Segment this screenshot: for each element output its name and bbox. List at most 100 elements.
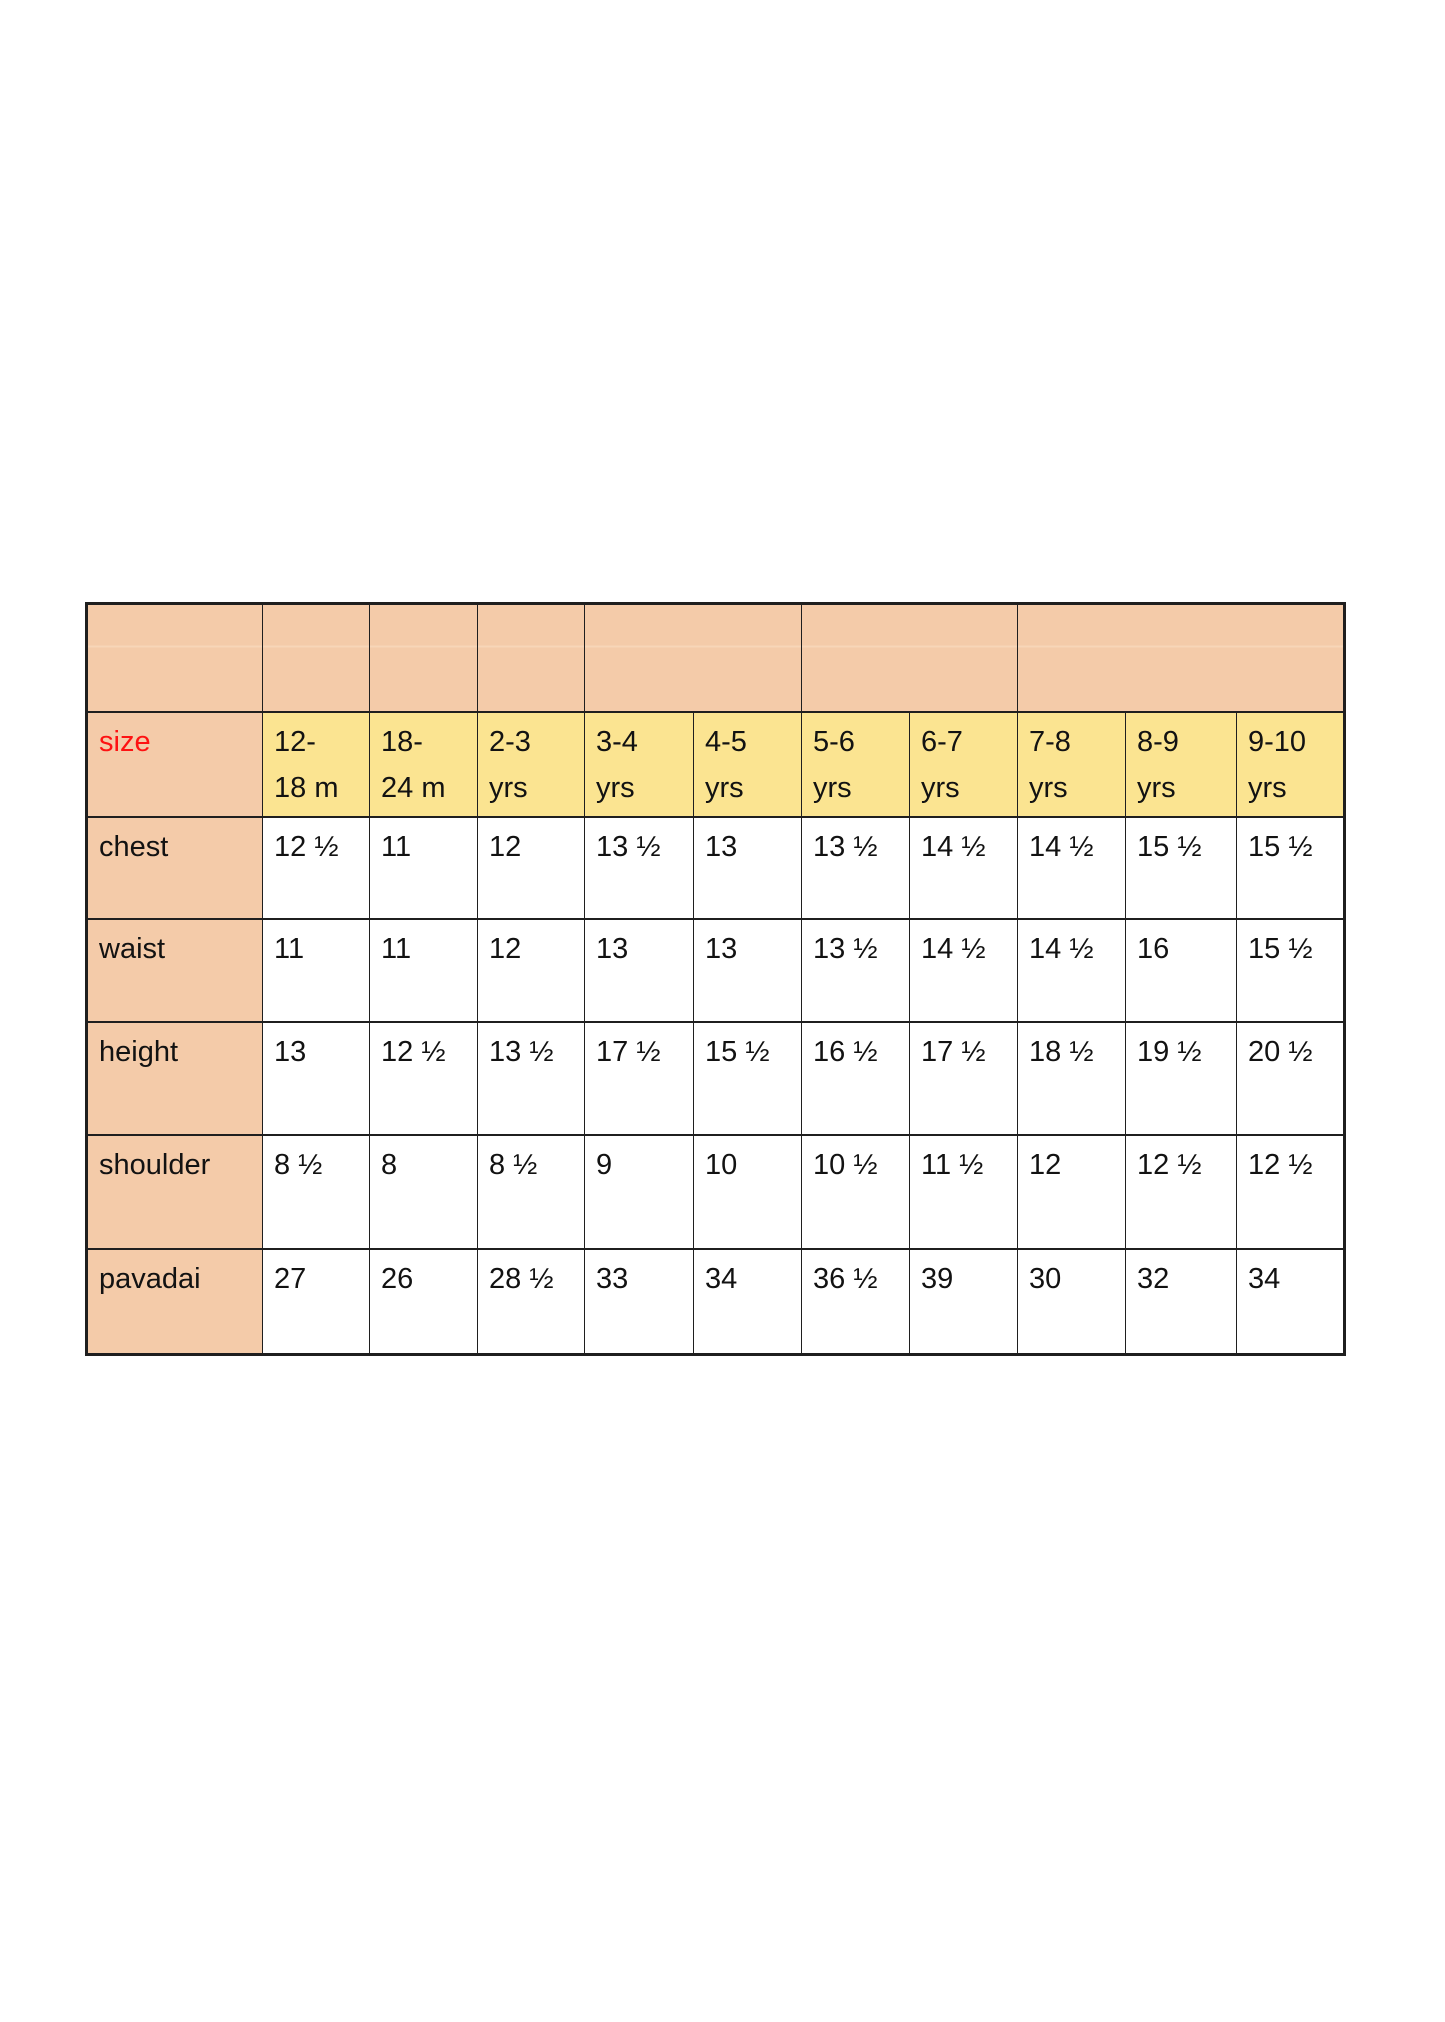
value-cell: 13 — [262, 1020, 370, 1136]
col-header-cell-12-18m: 12- 18 m — [262, 710, 370, 818]
col-header-cell-5-6yrs: 5-6 yrs — [801, 710, 910, 818]
value-cell: 15 ½ — [1125, 815, 1237, 920]
value-cell: 28 ½ — [477, 1247, 585, 1356]
col-header-line2: yrs — [489, 771, 528, 804]
row-label-cell: pavadai — [86, 1247, 263, 1356]
row-label: shoulder — [99, 1148, 211, 1181]
value-cell: 34 — [1235, 1247, 1346, 1356]
row-label-cell: height — [86, 1020, 263, 1136]
value-cell: 13 ½ — [801, 815, 910, 920]
value-cell: 11 — [369, 917, 478, 1023]
row-label-cell: shoulder — [86, 1133, 263, 1250]
header-band-cell — [369, 602, 478, 713]
value-cell: 11 — [262, 917, 370, 1023]
col-header-line2: yrs — [813, 771, 852, 804]
table-row-shoulder: shoulder 8 ½ 8 8 ½ 9 10 10 ½ 11 ½ 12 12 … — [86, 1133, 1346, 1250]
value-cell: 13 — [693, 917, 802, 1023]
col-header-line1: 4-5 — [705, 725, 747, 758]
value-cell: 8 — [369, 1133, 478, 1250]
table-row-chest: chest 12 ½ 11 12 13 ½ 13 13 ½ 14 ½ 14 ½ … — [86, 815, 1346, 920]
value-cell: 13 — [693, 815, 802, 920]
value-cell: 32 — [1125, 1247, 1237, 1356]
value-cell: 20 ½ — [1235, 1020, 1346, 1136]
value-cell: 13 ½ — [801, 917, 910, 1023]
value-cell: 8 ½ — [477, 1133, 585, 1250]
value-cell: 14 ½ — [909, 917, 1018, 1023]
col-header-line1: 9-10 — [1248, 725, 1307, 758]
col-header-line2: 24 m — [381, 771, 446, 804]
col-header-line2: yrs — [705, 771, 744, 804]
row-label: chest — [99, 830, 169, 863]
value-cell: 13 ½ — [584, 815, 694, 920]
row-label-cell: chest — [86, 815, 263, 920]
value-cell: 26 — [369, 1247, 478, 1356]
row-label-cell: waist — [86, 917, 263, 1023]
col-header-cell-8-9yrs: 8-9 yrs — [1125, 710, 1237, 818]
value-cell: 11 — [369, 815, 478, 920]
value-cell: 11 ½ — [909, 1133, 1018, 1250]
col-header-cell-6-7yrs: 6-7 yrs — [909, 710, 1018, 818]
col-header-cell-18-24m: 18- 24 m — [369, 710, 478, 818]
col-header-line1: 12- — [274, 725, 316, 758]
col-header-line2: yrs — [1029, 771, 1068, 804]
col-header-line1: 18- — [381, 725, 423, 758]
value-cell: 30 — [1017, 1247, 1126, 1356]
row-label: height — [99, 1035, 179, 1068]
header-band-cell-merged — [801, 602, 1018, 713]
value-cell: 10 — [693, 1133, 802, 1250]
size-chart-table-container: size 12- 18 m 18- 24 m 2-3 yrs 3-4 yrs — [85, 602, 1347, 1356]
table-row-height: height 13 12 ½ 13 ½ 17 ½ 15 ½ 16 ½ 17 ½ … — [86, 1020, 1346, 1136]
col-header-cell-7-8yrs: 7-8 yrs — [1017, 710, 1126, 818]
table-row-waist: waist 11 11 12 13 13 13 ½ 14 ½ 14 ½ 16 1… — [86, 917, 1346, 1023]
row-label: pavadai — [99, 1262, 201, 1295]
value-cell: 10 ½ — [801, 1133, 910, 1250]
value-cell: 19 ½ — [1125, 1020, 1237, 1136]
value-cell: 33 — [584, 1247, 694, 1356]
col-header-line1: 3-4 — [596, 725, 638, 758]
value-cell: 16 ½ — [801, 1020, 910, 1136]
value-cell: 18 ½ — [1017, 1020, 1126, 1136]
value-cell: 27 — [262, 1247, 370, 1356]
row-label: waist — [99, 932, 166, 965]
col-header-line2: yrs — [596, 771, 635, 804]
col-header-line2: yrs — [1248, 771, 1287, 804]
col-header-line1: 7-8 — [1029, 725, 1071, 758]
value-cell: 14 ½ — [1017, 917, 1126, 1023]
value-cell: 12 ½ — [1125, 1133, 1237, 1250]
value-cell: 12 ½ — [1235, 1133, 1346, 1250]
col-header-line2: 18 m — [274, 771, 339, 804]
col-header-line1: 2-3 — [489, 725, 531, 758]
value-cell: 8 ½ — [262, 1133, 370, 1250]
size-chart-table: size 12- 18 m 18- 24 m 2-3 yrs 3-4 yrs — [85, 602, 1347, 1356]
value-cell: 9 — [584, 1133, 694, 1250]
value-cell: 12 — [1017, 1133, 1126, 1250]
header-band-cell — [477, 602, 585, 713]
value-cell: 17 ½ — [909, 1020, 1018, 1136]
col-header-cell-2-3yrs: 2-3 yrs — [477, 710, 585, 818]
header-band-cell-merged — [1016, 602, 1346, 713]
value-cell: 15 ½ — [1235, 815, 1346, 920]
value-cell: 12 — [477, 917, 585, 1023]
col-header-line1: 5-6 — [813, 725, 855, 758]
value-cell: 39 — [909, 1247, 1018, 1356]
value-cell: 14 ½ — [909, 815, 1018, 920]
value-cell: 13 — [584, 917, 694, 1023]
table-row-pavadai: pavadai 27 26 28 ½ 33 34 36 ½ 39 30 32 3… — [86, 1247, 1346, 1356]
value-cell: 15 ½ — [693, 1020, 802, 1136]
value-cell: 34 — [693, 1247, 802, 1356]
col-header-line1: 8-9 — [1137, 725, 1179, 758]
col-header-cell-3-4yrs: 3-4 yrs — [584, 710, 694, 818]
value-cell: 14 ½ — [1017, 815, 1126, 920]
header-band-cell-merged — [584, 602, 802, 713]
col-header-line1: 6-7 — [921, 725, 963, 758]
col-header-cell-4-5yrs: 4-5 yrs — [693, 710, 802, 818]
size-row-label-cell: size — [86, 710, 263, 818]
col-header-line2: yrs — [1137, 771, 1176, 804]
value-cell: 17 ½ — [584, 1020, 694, 1136]
value-cell: 15 ½ — [1235, 917, 1346, 1023]
value-cell: 13 ½ — [477, 1020, 585, 1136]
col-header-cell-9-10yrs: 9-10 yrs — [1235, 710, 1346, 818]
value-cell: 12 — [477, 815, 585, 920]
size-header-row: size 12- 18 m 18- 24 m 2-3 yrs 3-4 yrs — [86, 710, 1346, 818]
